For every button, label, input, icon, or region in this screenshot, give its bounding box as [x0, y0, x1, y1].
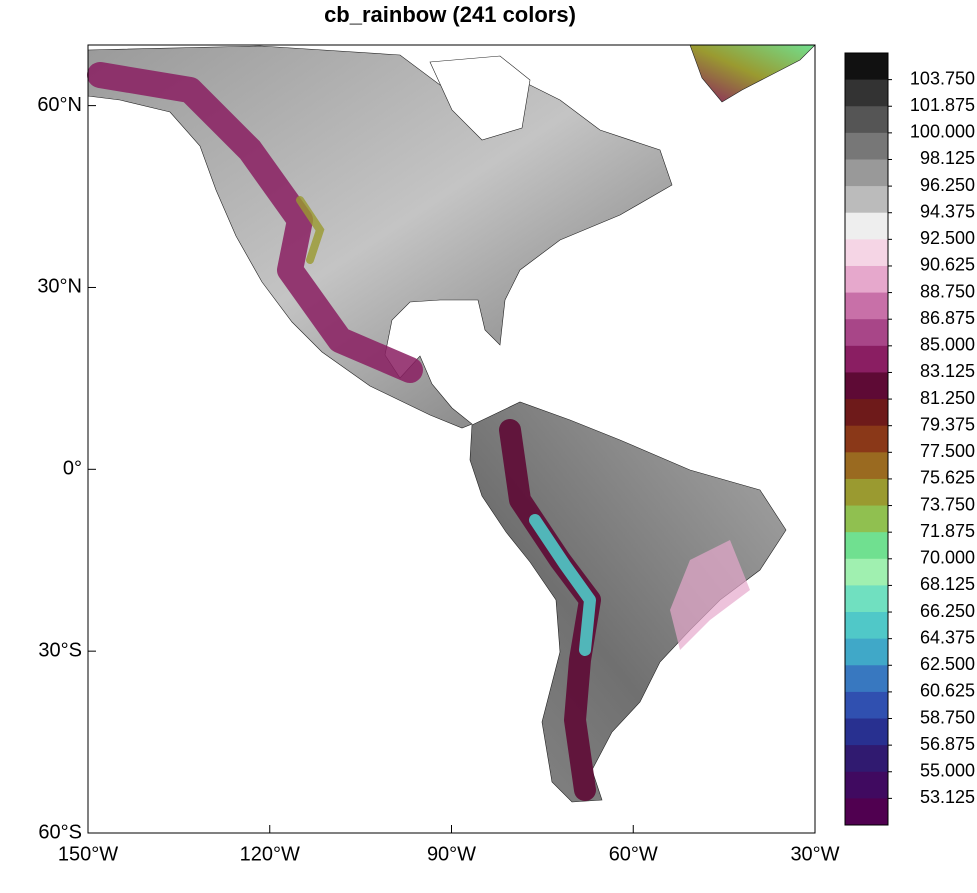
colorbar-box	[845, 691, 888, 720]
colorbar-box	[845, 665, 888, 693]
colorbar-label: 100.000	[910, 122, 975, 142]
colorbar-label: 98.125	[920, 148, 975, 168]
colorbar-box	[845, 558, 888, 586]
colorbar-label: 79.375	[920, 414, 975, 434]
x-tick-label: 150°W	[58, 843, 118, 865]
colorbar-box	[845, 638, 888, 666]
chart-title: cb_rainbow (241 colors)	[324, 2, 576, 27]
south-america	[469, 401, 787, 803]
colorbar-box	[845, 53, 888, 81]
colorbar-box	[845, 745, 888, 773]
colorbar-label: 83.125	[920, 361, 975, 381]
y-tick-label: 60°N	[37, 94, 82, 116]
colorbar-label: 85.000	[920, 335, 975, 355]
colorbar-box	[845, 345, 888, 373]
map-land	[87, 44, 816, 803]
colorbar-box	[845, 478, 888, 507]
colorbar-label: 53.125	[920, 787, 975, 807]
colorbar-box	[845, 319, 888, 347]
colorbar-box	[845, 79, 888, 107]
colorbar-box	[845, 132, 888, 160]
colorbar-label: 86.875	[920, 308, 975, 328]
colorbar-label: 68.125	[920, 574, 975, 594]
colorbar-box	[845, 612, 888, 640]
colorbar-box	[845, 106, 888, 134]
colorbar-box	[845, 425, 888, 453]
rockies	[87, 62, 423, 383]
colorbar-box	[845, 372, 888, 400]
y-tick-label: 0°	[63, 458, 82, 480]
colorbar-label: 94.375	[920, 201, 975, 221]
x-tick-label: 120°W	[240, 843, 300, 865]
colorbar-label: 70.000	[920, 548, 975, 568]
colorbar-box	[845, 771, 888, 799]
colorbar-label: 62.500	[920, 654, 975, 674]
colorbar-box	[845, 585, 888, 613]
colorbar-label: 66.250	[920, 601, 975, 621]
colorbar-box	[845, 532, 888, 560]
colorbar-label: 92.500	[920, 228, 975, 248]
colorbar-label: 81.250	[920, 388, 975, 408]
colorbar-box	[845, 798, 888, 826]
greenland	[689, 44, 816, 103]
colorbar-outline	[844, 52, 889, 826]
colorbar-box	[845, 718, 888, 746]
colorbar-label: 64.375	[920, 627, 975, 647]
colorbar-box	[845, 505, 888, 533]
colorbar-label: 58.750	[920, 707, 975, 727]
andes-high	[529, 514, 596, 656]
colorbar-label: 55.000	[920, 761, 975, 781]
colorbar-label: 56.875	[920, 734, 975, 754]
hudson-bay	[429, 55, 531, 141]
y-tick-label: 30°S	[38, 639, 82, 661]
colorbar-label: 103.750	[910, 68, 975, 88]
x-tick-label: 90°W	[427, 843, 476, 865]
colorbar-box	[845, 239, 888, 267]
x-tick-label: 60°W	[609, 843, 658, 865]
colorbar-label: 77.500	[920, 441, 975, 461]
highlands	[670, 540, 750, 650]
y-tick-label: 30°N	[37, 276, 82, 298]
colorbar-label: 96.250	[920, 175, 975, 195]
colorbar-box	[845, 452, 888, 480]
x-tick-label: 30°W	[790, 843, 839, 865]
colorbar-box	[845, 159, 888, 187]
colorbar-label: 88.750	[920, 281, 975, 301]
colorbar-box	[845, 292, 888, 320]
y-tick-label: 60°S	[38, 821, 82, 843]
colorbar-box	[845, 212, 888, 240]
colorbar-box	[845, 265, 888, 294]
colorbar-label: 101.875	[910, 95, 975, 115]
colorbar-box	[845, 186, 888, 214]
colorbar-label: 90.625	[920, 255, 975, 275]
colorbar-box	[845, 399, 888, 427]
colorbar-label: 60.625	[920, 681, 975, 701]
rockies-high	[296, 196, 325, 264]
colorbar-label: 71.875	[920, 521, 975, 541]
colorbar-label: 73.750	[920, 494, 975, 514]
colorbar-label: 75.625	[920, 468, 975, 488]
